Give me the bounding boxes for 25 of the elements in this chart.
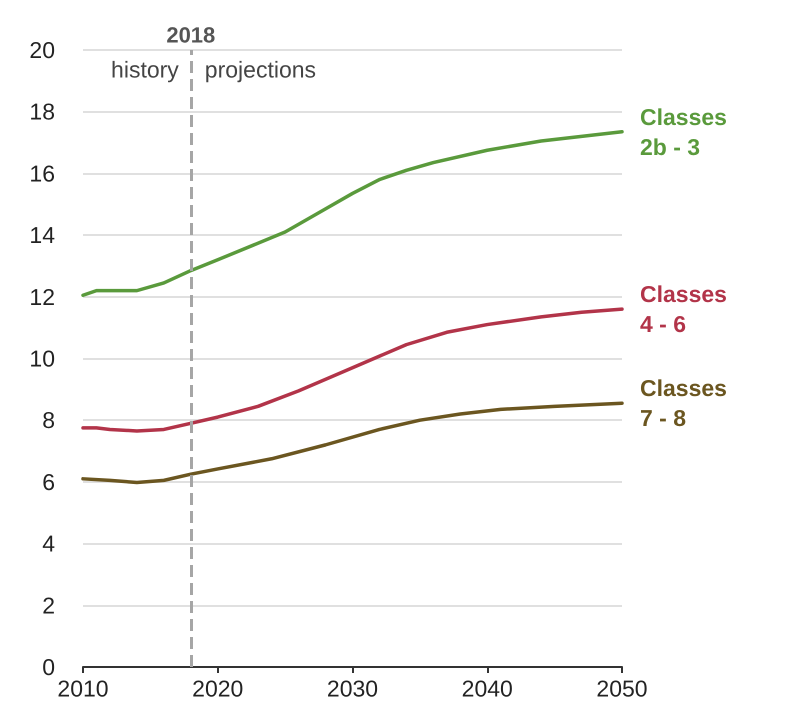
- y-tick-label: 0: [42, 654, 55, 680]
- line-series: [81, 401, 624, 484]
- x-tick-label: 2030: [326, 676, 378, 702]
- y-tick-label: 12: [29, 284, 55, 310]
- y-tick-label: 2: [42, 592, 55, 618]
- y-tick-label: 6: [42, 468, 55, 495]
- x-tick-label: 2020: [192, 676, 244, 702]
- line-series: [81, 130, 624, 298]
- x-tick-label: 2040: [462, 676, 513, 702]
- x-tick-label: 2010: [57, 676, 109, 702]
- line-series: [81, 307, 624, 433]
- series-label: Classes 7 - 8: [640, 375, 734, 432]
- y-tick-label: 4: [42, 530, 56, 557]
- x-tick-label: 2050: [596, 676, 648, 702]
- y-tick-label: 16: [29, 160, 55, 186]
- annotation: history: [111, 56, 180, 82]
- y-tick-label: 14: [29, 222, 56, 248]
- ref-line-label: 2018: [166, 22, 216, 48]
- y-tick-label: 18: [29, 98, 55, 125]
- series-label: Classes 4 - 6: [640, 281, 734, 338]
- y-tick-label: 8: [42, 407, 55, 434]
- annotation: projections: [204, 56, 316, 82]
- series-label: Classes 2b - 3: [640, 104, 734, 160]
- y-tick-label: 10: [29, 346, 55, 372]
- y-tick-label: 20: [29, 37, 55, 63]
